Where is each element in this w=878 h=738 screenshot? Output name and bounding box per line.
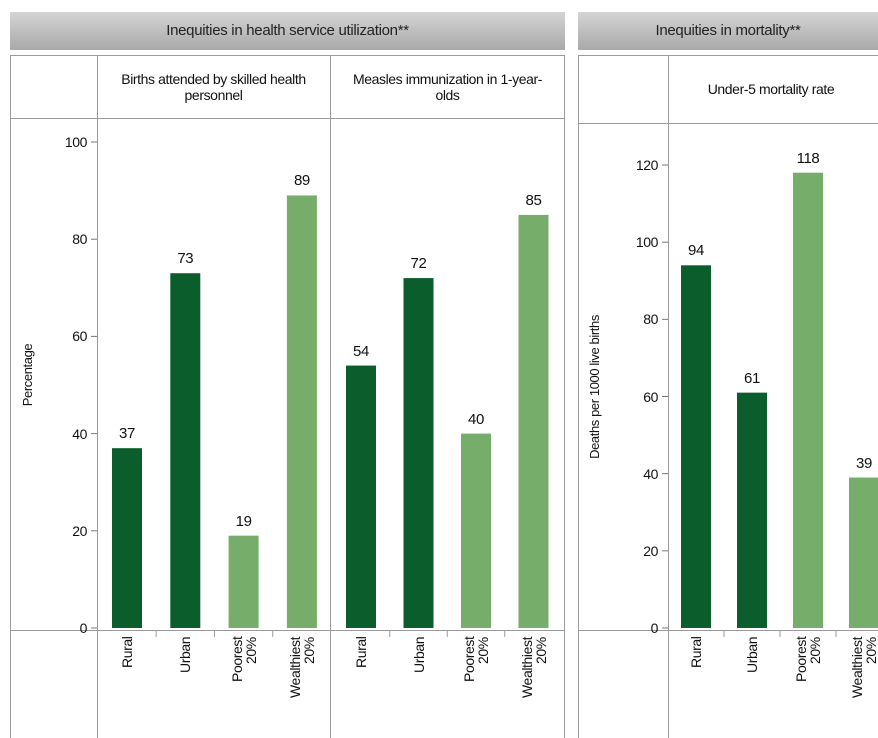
y-tick-label: 60 xyxy=(72,328,87,345)
bar xyxy=(228,535,259,628)
bar xyxy=(403,278,434,628)
panel-header-bg xyxy=(578,12,878,50)
y-tick-label: 100 xyxy=(635,234,659,251)
x-tick-label: Wealthiest 20% xyxy=(849,637,878,699)
x-tick-label: Poorest 20% xyxy=(793,637,823,683)
value-label: 39 xyxy=(856,454,872,472)
value-label: 61 xyxy=(744,369,760,387)
y-tick-label: 100 xyxy=(64,134,88,150)
y-tick-label: 40 xyxy=(643,465,658,482)
bar xyxy=(346,365,376,628)
x-tick-label: Rural xyxy=(688,637,704,669)
y-tick-label: 120 xyxy=(635,157,659,173)
y-tick-label: 20 xyxy=(72,522,87,539)
bar xyxy=(170,273,201,628)
x-tick-label: Urban xyxy=(177,637,194,674)
y-axis-label: Percentage xyxy=(20,343,35,407)
x-tick-label: Urban xyxy=(410,637,427,674)
chart-title: Births attended by skilled health person… xyxy=(121,70,306,103)
x-tick-label: Rural xyxy=(119,637,135,669)
y-tick-label: 60 xyxy=(643,388,658,405)
x-tick-label: Poorest 20% xyxy=(461,637,491,683)
y-tick-label: 0 xyxy=(79,620,88,636)
bar xyxy=(681,265,711,628)
value-label: 118 xyxy=(796,149,820,167)
value-label: 94 xyxy=(688,242,704,260)
y-tick-label: 80 xyxy=(643,311,658,328)
value-label: 19 xyxy=(235,512,252,530)
value-label: 37 xyxy=(119,425,135,443)
y-axis-label: Deaths per 1000 live births xyxy=(587,314,602,459)
x-tick-label: Urban xyxy=(744,637,760,674)
y-tick-label: 80 xyxy=(72,231,87,248)
bar xyxy=(518,214,549,628)
panel-title: Inequities in mortality** xyxy=(655,22,801,39)
x-tick-label: Wealthiest 20% xyxy=(286,637,317,699)
y-tick-label: 40 xyxy=(72,425,87,442)
table-lines xyxy=(10,55,878,738)
value-label: 89 xyxy=(293,172,310,190)
bar xyxy=(461,433,491,628)
value-label: 72 xyxy=(410,255,427,273)
y-tick-label: 0 xyxy=(650,620,659,636)
y-tick-label: 20 xyxy=(643,542,658,559)
bar xyxy=(737,392,767,628)
chart-title: Under-5 mortality rate xyxy=(707,81,835,97)
panel-title: Inequities in health service utilization… xyxy=(166,22,409,39)
bar xyxy=(849,477,878,628)
x-tick-label: Wealthiest 20% xyxy=(518,637,549,699)
panel-header-bg xyxy=(10,12,565,50)
value-label: 40 xyxy=(468,410,484,428)
bar xyxy=(286,195,317,628)
chart-title: Measles immunization in 1-year-olds xyxy=(352,70,543,103)
bar xyxy=(112,448,142,628)
x-tick-label: Rural xyxy=(353,637,369,669)
value-label: 85 xyxy=(525,191,542,209)
bar xyxy=(793,172,823,628)
x-tick-label: Poorest 20% xyxy=(228,637,259,683)
value-label: 73 xyxy=(177,250,194,268)
value-label: 54 xyxy=(353,342,369,360)
